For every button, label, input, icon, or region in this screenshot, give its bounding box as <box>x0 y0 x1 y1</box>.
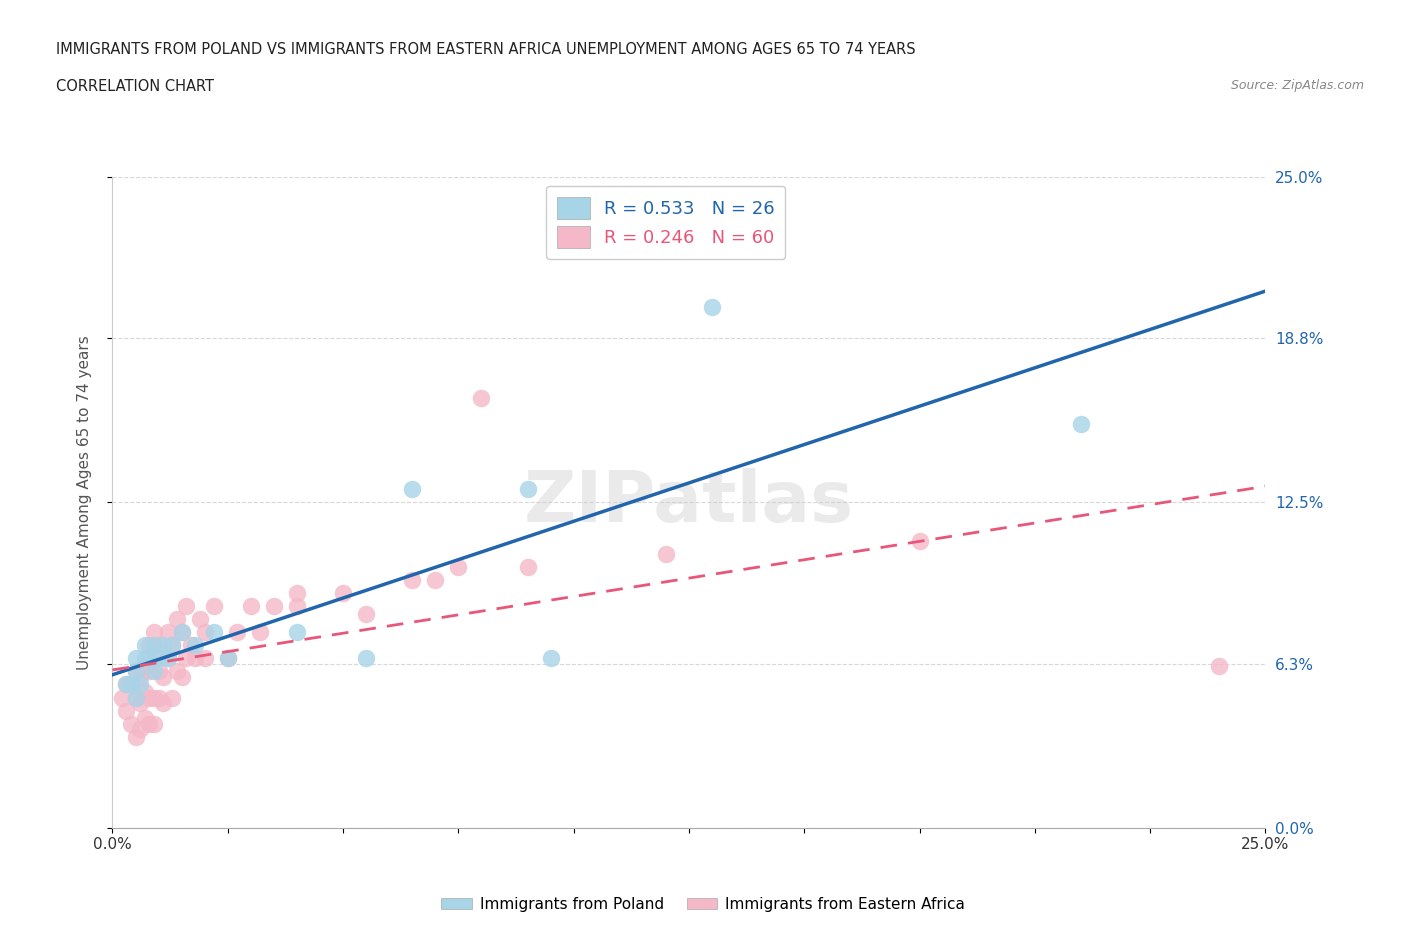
Point <box>188 612 211 627</box>
Point <box>194 651 217 666</box>
Point <box>115 703 138 718</box>
Point <box>162 690 184 705</box>
Point <box>470 391 492 405</box>
Point <box>152 638 174 653</box>
Point <box>540 651 562 666</box>
Point <box>170 625 193 640</box>
Point <box>120 677 142 692</box>
Point <box>162 638 184 653</box>
Point <box>401 573 423 588</box>
Point <box>354 606 377 621</box>
Point <box>354 651 377 666</box>
Point <box>138 664 160 679</box>
Text: Source: ZipAtlas.com: Source: ZipAtlas.com <box>1230 79 1364 92</box>
Legend: Immigrants from Poland, Immigrants from Eastern Africa: Immigrants from Poland, Immigrants from … <box>436 891 970 918</box>
Legend: R = 0.533   N = 26, R = 0.246   N = 60: R = 0.533 N = 26, R = 0.246 N = 60 <box>547 186 786 259</box>
Point <box>115 677 138 692</box>
Point <box>156 625 179 640</box>
Point <box>655 547 678 562</box>
Point <box>174 599 197 614</box>
Point <box>217 651 239 666</box>
Point <box>134 658 156 673</box>
Point <box>143 651 166 666</box>
Point <box>156 651 179 666</box>
Point <box>332 586 354 601</box>
Point <box>148 664 170 679</box>
Point <box>184 638 207 653</box>
Point <box>124 690 146 705</box>
Point <box>194 625 217 640</box>
Point <box>425 573 447 588</box>
Point <box>285 599 308 614</box>
Point <box>202 599 225 614</box>
Point <box>129 677 152 692</box>
Point <box>166 612 188 627</box>
Point <box>148 651 170 666</box>
Point <box>249 625 271 640</box>
Point <box>143 638 166 653</box>
Point <box>285 625 308 640</box>
Point <box>134 651 156 666</box>
Point <box>263 599 285 614</box>
Point <box>115 677 138 692</box>
Text: CORRELATION CHART: CORRELATION CHART <box>56 79 214 94</box>
Point <box>134 684 156 699</box>
Point <box>138 716 160 731</box>
Y-axis label: Unemployment Among Ages 65 to 74 years: Unemployment Among Ages 65 to 74 years <box>77 335 91 670</box>
Point <box>202 625 225 640</box>
Point <box>152 670 174 684</box>
Point <box>143 716 166 731</box>
Point <box>120 677 142 692</box>
Point <box>111 690 134 705</box>
Text: IMMIGRANTS FROM POLAND VS IMMIGRANTS FROM EASTERN AFRICA UNEMPLOYMENT AMONG AGES: IMMIGRANTS FROM POLAND VS IMMIGRANTS FRO… <box>56 42 915 57</box>
Point <box>138 690 160 705</box>
Point <box>124 664 146 679</box>
Point <box>908 534 931 549</box>
Point <box>516 560 538 575</box>
Point <box>124 664 146 679</box>
Point <box>1070 417 1092 432</box>
Point <box>401 482 423 497</box>
Point <box>148 638 170 653</box>
Point <box>180 638 202 653</box>
Point <box>134 711 156 725</box>
Point <box>174 651 197 666</box>
Point <box>124 729 146 744</box>
Point <box>129 696 152 711</box>
Point <box>138 651 160 666</box>
Point <box>134 638 156 653</box>
Text: ZIPatlas: ZIPatlas <box>524 468 853 537</box>
Point <box>124 651 146 666</box>
Point <box>184 651 207 666</box>
Point <box>166 664 188 679</box>
Point <box>152 696 174 711</box>
Point <box>447 560 470 575</box>
Point <box>143 690 166 705</box>
Point <box>217 651 239 666</box>
Point <box>129 722 152 737</box>
Point <box>129 670 152 684</box>
Point <box>120 716 142 731</box>
Point <box>285 586 308 601</box>
Point <box>162 638 184 653</box>
Point <box>516 482 538 497</box>
Point <box>239 599 262 614</box>
Point <box>170 670 193 684</box>
Point <box>156 651 179 666</box>
Point <box>124 690 146 705</box>
Point <box>1208 658 1230 673</box>
Point <box>143 625 166 640</box>
Point <box>143 664 166 679</box>
Point <box>138 638 160 653</box>
Point <box>170 625 193 640</box>
Point <box>226 625 249 640</box>
Point <box>700 299 723 314</box>
Point <box>148 690 170 705</box>
